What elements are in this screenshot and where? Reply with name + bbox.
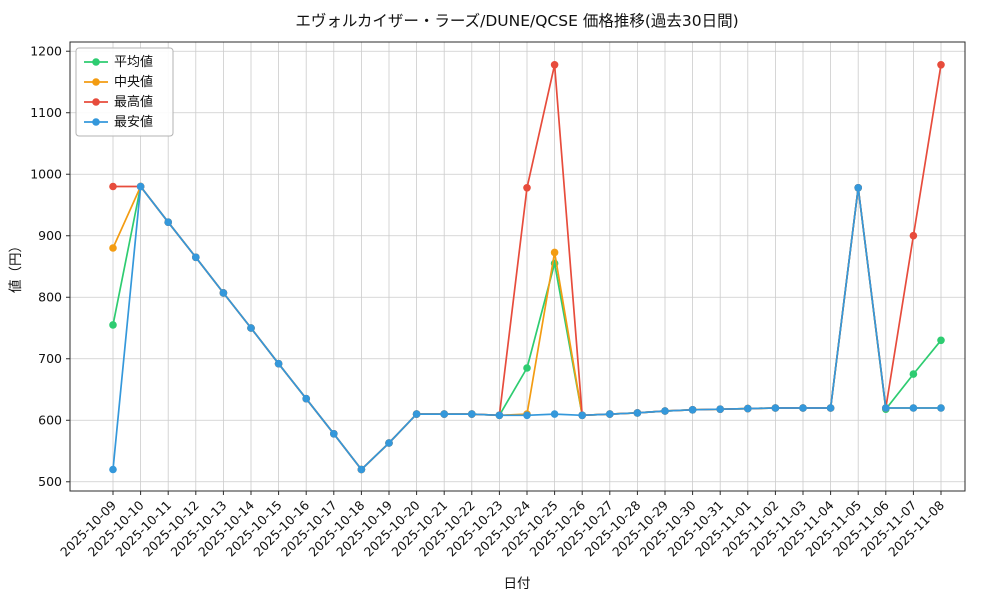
y-tick-label: 500 [38, 474, 62, 489]
series-lowest-marker [302, 394, 311, 403]
legend-label: 最安値 [114, 114, 153, 130]
series-lowest [109, 182, 945, 474]
series-lowest-marker [854, 184, 862, 192]
series-lowest-marker [330, 430, 338, 438]
series-lowest-marker [274, 359, 283, 368]
legend-marker [92, 98, 100, 106]
series-lowest-marker [826, 404, 835, 412]
series-lowest-marker [219, 289, 228, 297]
series-lowest-marker [606, 410, 614, 418]
series-lowest-marker [440, 410, 449, 418]
series-lowest-marker [744, 404, 752, 413]
series-lowest-marker [578, 411, 586, 420]
chart-title: エヴォルカイザー・ラーズ/DUNE/QCSE 価格推移(過去30日間) [295, 12, 738, 30]
series-lowest-marker [385, 439, 393, 447]
series-lowest-marker [661, 407, 669, 415]
series-average-marker [937, 336, 945, 345]
series-median-marker [550, 248, 559, 257]
legend-item-lowest: 最安値 [84, 114, 153, 130]
series-lowest-marker [909, 404, 918, 412]
series-lowest-marker [192, 253, 200, 262]
legend-item-average: 平均値 [84, 54, 153, 70]
y-tick-label: 700 [38, 351, 62, 366]
series-average-marker [523, 364, 531, 372]
series-lowest-marker [495, 411, 504, 420]
legend-label: 平均値 [114, 54, 153, 70]
y-tick-label: 900 [38, 228, 62, 243]
series-average-marker [109, 321, 117, 329]
legend-marker [92, 118, 100, 126]
series-lowest-marker [247, 324, 255, 332]
y-axis-label: 値（円） [8, 239, 24, 293]
series-lowest-marker [937, 404, 945, 412]
plot-border [69, 41, 966, 492]
series-lowest-marker [688, 406, 697, 414]
series-lowest-marker [771, 404, 780, 412]
series-lowest-marker [136, 182, 145, 191]
y-tick-label: 1000 [30, 166, 62, 181]
series-highest-marker [937, 61, 945, 69]
series-lowest-marker [882, 404, 890, 412]
series-lowest-marker [412, 410, 421, 418]
series-highest-marker [523, 184, 531, 192]
series-lowest-marker [799, 404, 807, 412]
series-lowest-marker [164, 218, 172, 226]
series-lowest-marker [468, 410, 476, 418]
series-lowest-marker [716, 405, 724, 414]
series-highest-marker [909, 231, 918, 240]
legend-label: 最高値 [114, 94, 153, 110]
y-tick-label: 1200 [30, 43, 62, 58]
legend-item-highest: 最高値 [84, 94, 153, 110]
y-tick-label: 600 [38, 412, 62, 427]
series-lowest-marker [109, 465, 117, 474]
x-axis-label: 日付 [504, 576, 531, 592]
series-median-marker [109, 244, 117, 252]
series-highest-marker [550, 61, 559, 69]
legend-marker [92, 78, 100, 86]
y-tick-label: 1100 [30, 105, 62, 120]
series-layer [109, 61, 945, 474]
legend-label: 中央値 [114, 74, 153, 90]
legend-box [75, 47, 174, 137]
series-highest-marker [109, 182, 117, 191]
legend-item-median: 中央値 [84, 74, 153, 90]
series-average-marker [909, 370, 918, 378]
series-lowest-marker [550, 410, 559, 418]
y-tick-label: 800 [38, 289, 62, 304]
series-lowest-marker [523, 411, 531, 420]
legend-marker [92, 58, 100, 66]
series-lowest-marker [633, 409, 642, 417]
series-lowest-marker [357, 465, 366, 474]
